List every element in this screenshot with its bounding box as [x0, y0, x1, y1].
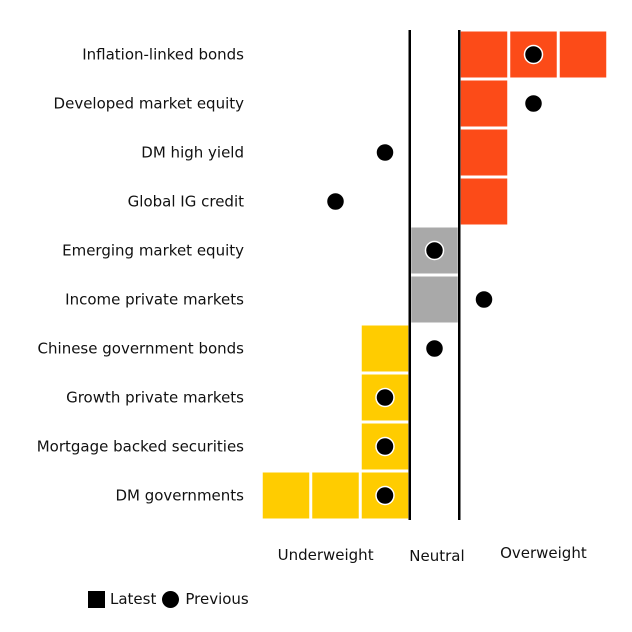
cells	[262, 31, 607, 519]
previous-marker	[375, 142, 395, 163]
legend-latest-swatch	[88, 590, 105, 608]
latest-cell	[361, 325, 409, 372]
axis-lines	[408, 30, 461, 520]
markers	[325, 44, 544, 506]
previous-marker	[424, 338, 445, 359]
row-label: DM governments	[115, 487, 244, 505]
row-labels: Inflation-linked bonds Developed market e…	[37, 46, 244, 505]
previous-marker	[375, 387, 395, 408]
row-label: DM high yield	[141, 144, 244, 162]
latest-cell	[411, 276, 458, 323]
latest-cell	[262, 472, 310, 519]
legend-previous-label: Previous	[185, 590, 249, 608]
latest-cell	[559, 31, 607, 78]
row-label: Emerging market equity	[62, 242, 244, 260]
row-label: Mortgage backed securities	[37, 438, 244, 456]
previous-marker	[523, 93, 544, 114]
legend-previous-swatch	[162, 590, 180, 608]
x-axis-label: Underweight	[278, 546, 374, 564]
previous-marker	[424, 240, 445, 261]
latest-cell	[460, 80, 508, 127]
row-label: Chinese government bonds	[38, 340, 245, 358]
previous-marker	[325, 191, 346, 212]
previous-marker	[474, 289, 494, 310]
row-label: Developed market equity	[54, 95, 245, 113]
previous-marker	[375, 485, 395, 506]
row-label: Income private markets	[65, 291, 244, 309]
row-label: Global IG credit	[128, 193, 244, 211]
latest-cell	[460, 129, 508, 176]
latest-cell	[312, 472, 359, 519]
latest-cell	[460, 178, 508, 225]
previous-marker	[523, 44, 544, 65]
row-label: Inflation-linked bonds	[82, 46, 244, 64]
previous-marker	[375, 436, 395, 457]
row-label: Growth private markets	[66, 389, 244, 407]
legend: Latest Previous	[88, 590, 249, 608]
latest-cell	[460, 31, 508, 78]
axis-labels: Underweight Neutral Overweight	[278, 544, 587, 565]
x-axis-label: Neutral	[409, 547, 464, 565]
x-axis-label: Overweight	[500, 544, 587, 562]
legend-latest-label: Latest	[110, 590, 157, 608]
